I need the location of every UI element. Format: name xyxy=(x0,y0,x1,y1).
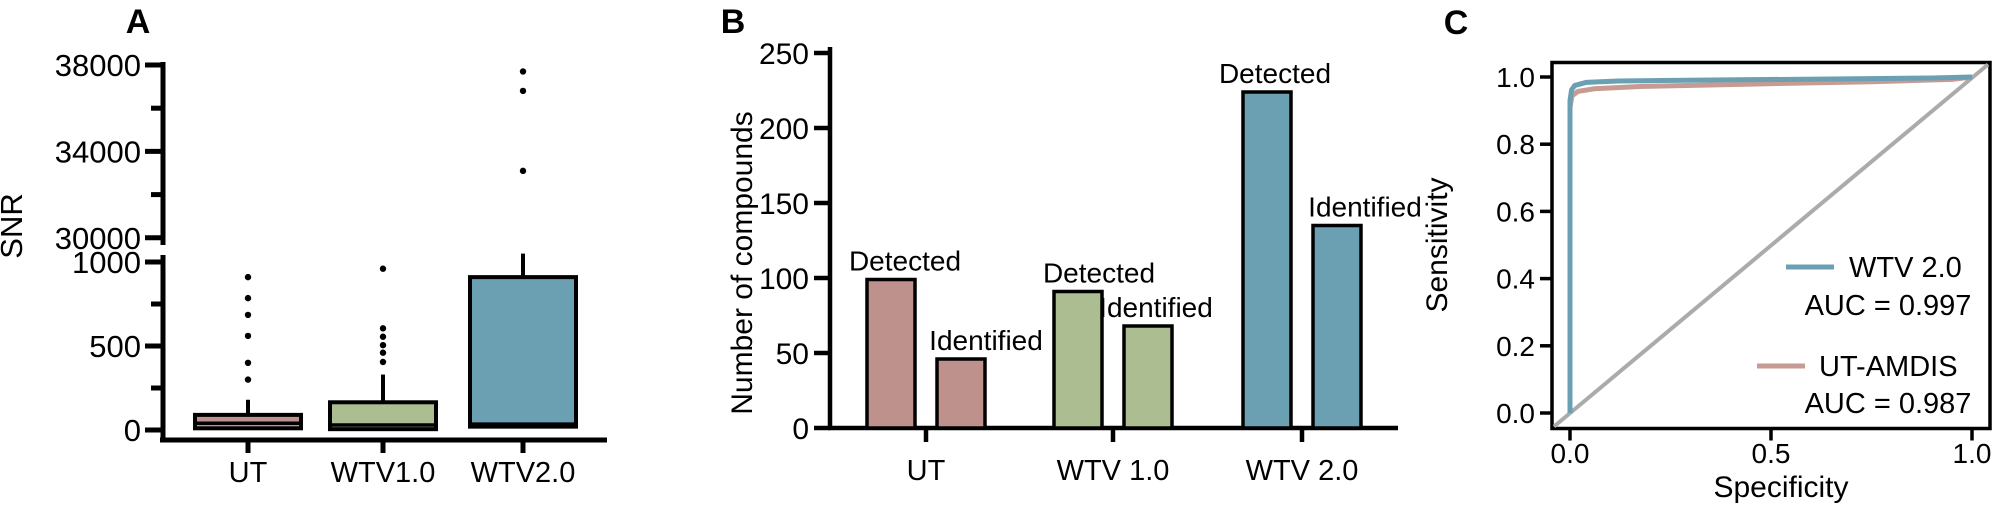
bar-annotation-Detected: Detected xyxy=(1219,58,1331,89)
panel-b-tick-label: 150 xyxy=(759,188,809,221)
outlier-point xyxy=(244,311,252,319)
panel-c-y-tick-label: 0.6 xyxy=(1496,196,1535,227)
panel-a-category-label: WTV1.0 xyxy=(331,457,436,489)
outlier-point xyxy=(519,167,527,175)
panel-c-x-tick-label: 1.0 xyxy=(1953,438,1992,469)
bar-WTV 2.0-Identified xyxy=(1311,223,1363,430)
panel-c-y-tick-label: 0.2 xyxy=(1496,331,1535,362)
panel-c-x-axis-title: Specificity xyxy=(1713,471,1848,504)
legend-label-WTV 2.0: WTV 2.0 xyxy=(1849,252,1962,284)
panel-a-tick-label: 1000 xyxy=(72,245,141,280)
outlier-point xyxy=(379,325,387,332)
panel-b-category-label: WTV 1.0 xyxy=(1057,455,1170,487)
panel-b-category-label: WTV 2.0 xyxy=(1246,455,1359,487)
outlier-point xyxy=(379,349,387,356)
panel-a-category-label: WTV2.0 xyxy=(471,457,576,489)
outlier-point xyxy=(244,332,252,340)
panel-c-y-tick-label: 1.0 xyxy=(1496,62,1535,93)
bar-annotation-Identified: Identified xyxy=(1308,192,1422,223)
roc-curve-WTV 2.0 xyxy=(1567,74,1973,413)
outlier-point xyxy=(244,294,252,302)
bar-WTV 1.0-Identified xyxy=(1122,324,1174,430)
panel-b-tick-label: 250 xyxy=(759,38,809,71)
bar-annotation-Identified: Identified xyxy=(1099,292,1213,323)
boxplot-box-UT xyxy=(193,273,303,431)
panel-c-x-tick-label: 0.0 xyxy=(1551,438,1590,469)
panel-c-y-axis-title: Sensitivity xyxy=(1421,177,1454,312)
box xyxy=(468,275,578,429)
bar-annotation-Identified: Identified xyxy=(929,325,1043,356)
panel-c-y-tick-label: 0.0 xyxy=(1496,398,1535,429)
legend-label-UT-AMDIS: UT-AMDIS xyxy=(1819,351,1958,383)
bar-WTV 2.0-Detected xyxy=(1241,90,1293,430)
panel-b-tick-label: 200 xyxy=(759,113,809,146)
panel-a-snr-boxplot: A SNR 30000 34000 38000 0 500 1000 UT WTV1.0 WTV2.… xyxy=(0,3,607,489)
boxplot-box-WTV2.0 xyxy=(468,68,578,429)
legend-auc-UT-AMDIS: AUC = 0.987 xyxy=(1805,388,1972,420)
roc-diagonal-reference-line xyxy=(1552,62,1990,429)
panel-b-tick-label: 50 xyxy=(776,338,809,371)
outlier-point xyxy=(379,333,387,340)
panel-a-letter: A xyxy=(126,3,151,41)
panel-a-tick-label: 500 xyxy=(89,329,141,364)
panel-a-tick-label: 38000 xyxy=(55,48,141,83)
panel-a-tick-label: 30000 xyxy=(55,221,141,256)
bar-WTV 1.0-Detected xyxy=(1052,289,1104,430)
outlier-point xyxy=(379,358,387,366)
panel-c-x-tick-label: 0.5 xyxy=(1752,438,1791,469)
panel-b-tick-label: 0 xyxy=(792,413,809,446)
bar-annotation-Detected: Detected xyxy=(1043,258,1155,289)
boxplot-box-WTV1.0 xyxy=(328,265,438,432)
bar-UT-Identified xyxy=(935,357,987,430)
outlier-point xyxy=(519,87,527,95)
panel-b-category-label: UT xyxy=(907,455,946,487)
panel-b-compounds-barchart: B Number of compounds 0 50 100 150 200 250 Detec… xyxy=(721,3,1422,487)
panel-c-y-tick-label: 0.8 xyxy=(1496,129,1535,160)
panel-b-y-axis-title: Number of compounds xyxy=(726,111,759,415)
outlier-point xyxy=(244,359,252,366)
panel-a-category-label: UT xyxy=(229,457,268,489)
panel-c-letter: C xyxy=(1444,4,1469,42)
panel-a-y-axis-title: SNR xyxy=(0,193,29,258)
outlier-point xyxy=(379,265,387,272)
panel-b-tick-label: 100 xyxy=(759,263,809,296)
panel-c-y-tick-label: 0.4 xyxy=(1496,264,1535,295)
panel-c-roc-curves: C Sensitivity Specificity 0.0 0.2 0.4 0.6 0.8 1.… xyxy=(1421,4,1992,504)
outlier-point xyxy=(519,68,527,75)
outlier-point xyxy=(244,376,252,383)
bar-UT-Detected xyxy=(865,277,917,430)
bar-annotation-Detected: Detected xyxy=(849,246,961,277)
outlier-point xyxy=(379,341,387,349)
panel-b-letter: B xyxy=(721,3,746,41)
outlier-point xyxy=(244,273,252,281)
panel-a-tick-label: 34000 xyxy=(55,134,141,169)
legend-auc-WTV 2.0: AUC = 0.997 xyxy=(1805,290,1972,322)
panel-a-tick-label: 0 xyxy=(124,413,141,448)
